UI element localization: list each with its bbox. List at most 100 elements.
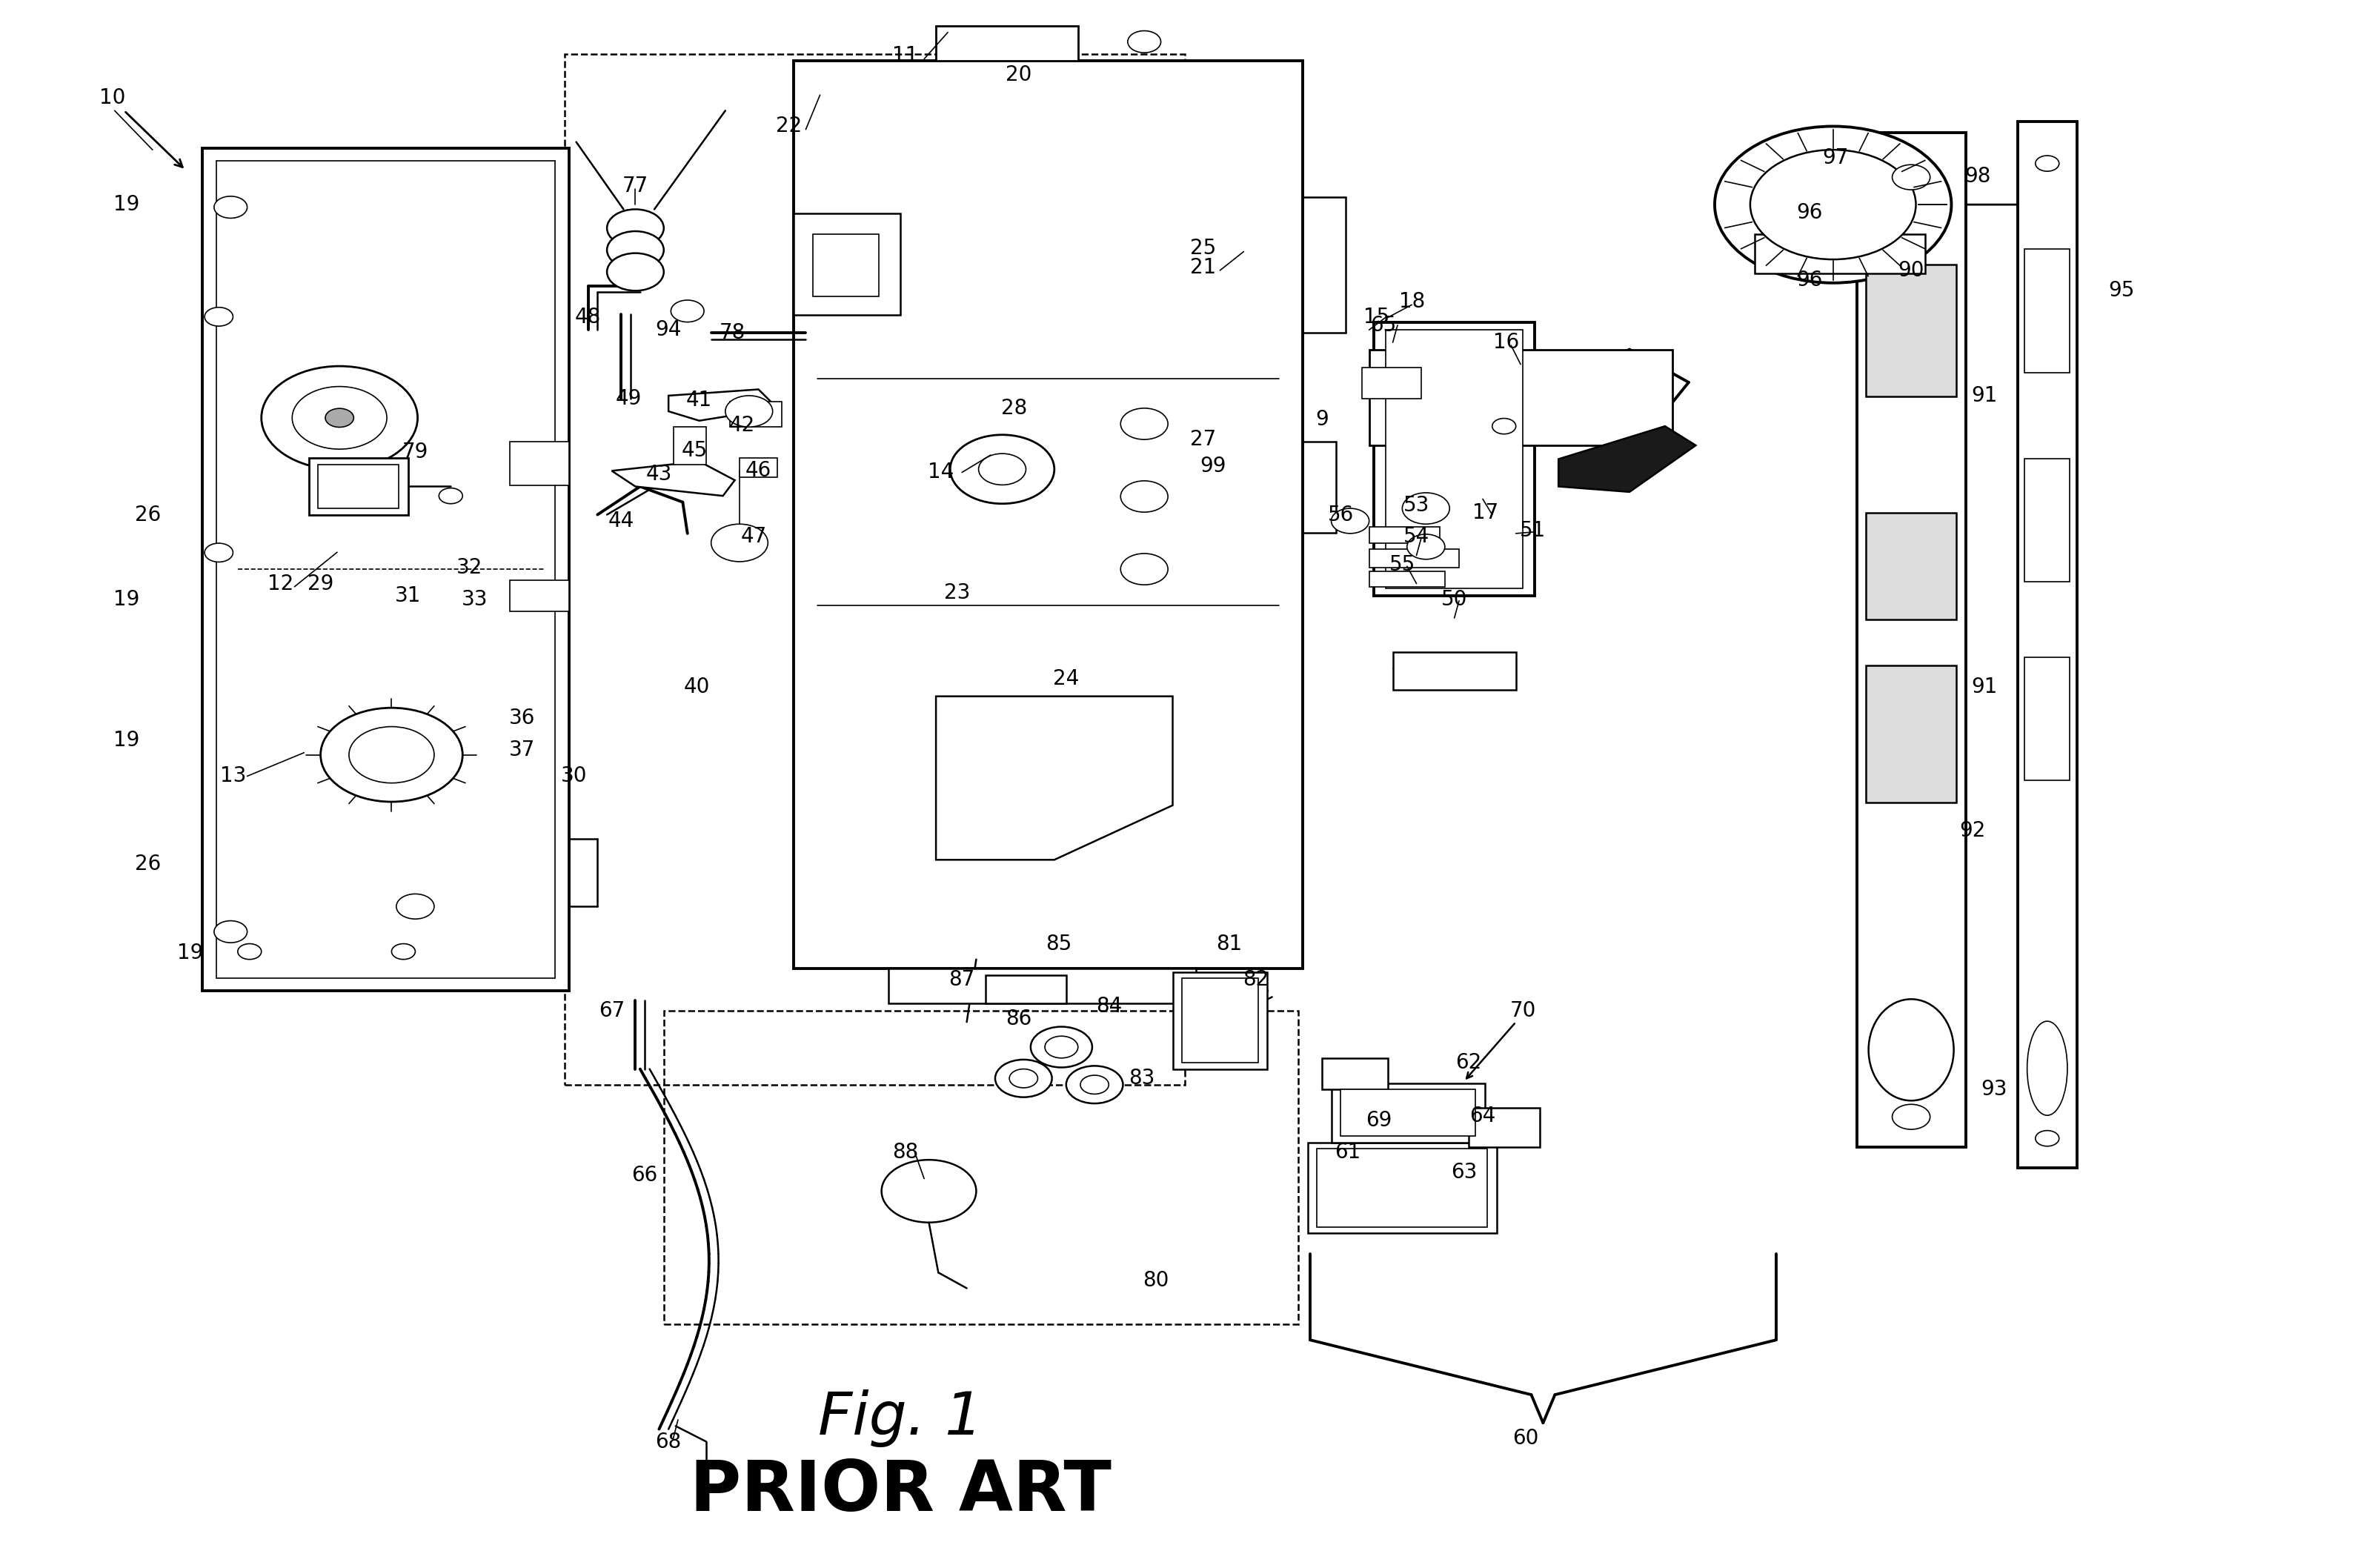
Circle shape — [1121, 554, 1168, 585]
Text: 81: 81 — [1215, 933, 1241, 953]
Bar — [509, 441, 569, 485]
Bar — [1341, 1090, 1476, 1137]
Polygon shape — [936, 696, 1173, 859]
Circle shape — [1080, 1076, 1109, 1094]
Bar — [509, 580, 569, 612]
Circle shape — [1492, 419, 1516, 434]
Text: 65: 65 — [1369, 315, 1395, 336]
Circle shape — [1128, 31, 1161, 53]
Text: 60: 60 — [1511, 1428, 1537, 1449]
Circle shape — [348, 726, 434, 782]
Bar — [1755, 234, 1926, 273]
Circle shape — [1009, 1069, 1038, 1088]
Circle shape — [1331, 508, 1369, 533]
Bar — [1362, 367, 1421, 398]
Text: 43: 43 — [647, 464, 673, 485]
Bar — [317, 464, 398, 508]
Text: 32: 32 — [457, 558, 483, 579]
Text: 68: 68 — [656, 1432, 682, 1452]
Text: 22: 22 — [777, 116, 803, 136]
Text: 16: 16 — [1492, 332, 1519, 353]
Text: 19: 19 — [178, 942, 204, 963]
Text: 20: 20 — [1007, 64, 1033, 85]
Text: 67: 67 — [599, 1000, 625, 1021]
Circle shape — [978, 453, 1026, 485]
Text: 15: 15 — [1362, 307, 1388, 328]
Text: 33: 33 — [462, 590, 488, 610]
Circle shape — [438, 488, 462, 503]
Circle shape — [606, 209, 663, 246]
Text: 86: 86 — [1007, 1008, 1033, 1029]
Circle shape — [2035, 155, 2059, 171]
Bar — [1369, 549, 1459, 568]
Text: 56: 56 — [1327, 505, 1353, 525]
Circle shape — [1751, 151, 1917, 259]
Circle shape — [711, 524, 768, 561]
Text: 41: 41 — [687, 390, 713, 411]
Text: 10: 10 — [99, 88, 126, 108]
Circle shape — [606, 252, 663, 290]
Circle shape — [995, 1060, 1052, 1098]
Text: 70: 70 — [1509, 1000, 1535, 1021]
Text: 61: 61 — [1334, 1142, 1360, 1162]
Bar — [1322, 1058, 1388, 1090]
Bar — [564, 55, 1184, 1085]
Text: 25: 25 — [1189, 238, 1218, 259]
Text: 62: 62 — [1455, 1052, 1481, 1073]
Text: 29: 29 — [308, 574, 334, 594]
Circle shape — [1893, 165, 1931, 190]
Circle shape — [1121, 408, 1168, 439]
Text: 48: 48 — [576, 307, 602, 328]
Text: 42: 42 — [730, 416, 756, 436]
Text: 95: 95 — [2108, 281, 2134, 301]
Text: 13: 13 — [220, 765, 246, 787]
Bar — [1173, 972, 1267, 1069]
Text: 44: 44 — [609, 511, 635, 532]
Text: 92: 92 — [1959, 820, 1985, 842]
Circle shape — [1121, 481, 1168, 513]
Text: 21: 21 — [1189, 257, 1218, 278]
Circle shape — [2035, 1131, 2059, 1146]
Circle shape — [1402, 492, 1450, 524]
Circle shape — [1045, 1036, 1078, 1058]
Text: 66: 66 — [633, 1165, 659, 1185]
Text: 88: 88 — [893, 1142, 919, 1162]
Text: 93: 93 — [1980, 1079, 2007, 1099]
Bar — [794, 213, 900, 315]
Polygon shape — [1559, 426, 1696, 492]
Text: 80: 80 — [1142, 1270, 1170, 1290]
Text: 14: 14 — [929, 463, 955, 483]
Text: PRIOR ART: PRIOR ART — [689, 1458, 1111, 1526]
Text: 79: 79 — [403, 442, 429, 463]
Circle shape — [396, 894, 434, 919]
Text: 18: 18 — [1398, 292, 1424, 312]
Bar — [1317, 1149, 1488, 1228]
Circle shape — [213, 920, 246, 942]
Text: 12: 12 — [268, 574, 294, 594]
Circle shape — [1407, 535, 1445, 560]
Bar — [1469, 1109, 1540, 1148]
Bar — [1393, 652, 1516, 690]
Text: 26: 26 — [135, 505, 161, 525]
Bar — [813, 234, 879, 296]
Text: 24: 24 — [1054, 668, 1080, 690]
Text: 11: 11 — [893, 45, 919, 66]
Text: 90: 90 — [1898, 260, 1924, 281]
Bar — [2025, 657, 2071, 781]
Text: 63: 63 — [1450, 1162, 1476, 1182]
Polygon shape — [668, 389, 777, 420]
Bar — [936, 27, 1078, 61]
Text: 96: 96 — [1796, 202, 1822, 223]
Bar — [888, 969, 1196, 1004]
Text: 37: 37 — [509, 739, 535, 760]
Text: 53: 53 — [1402, 495, 1429, 516]
Text: 51: 51 — [1519, 521, 1545, 541]
Text: 28: 28 — [1002, 398, 1028, 419]
Bar — [308, 458, 407, 514]
Circle shape — [950, 434, 1054, 503]
Text: 91: 91 — [1971, 676, 1997, 698]
Polygon shape — [611, 461, 734, 495]
Circle shape — [606, 230, 663, 268]
Text: 31: 31 — [396, 586, 422, 607]
Bar — [2018, 122, 2078, 1168]
